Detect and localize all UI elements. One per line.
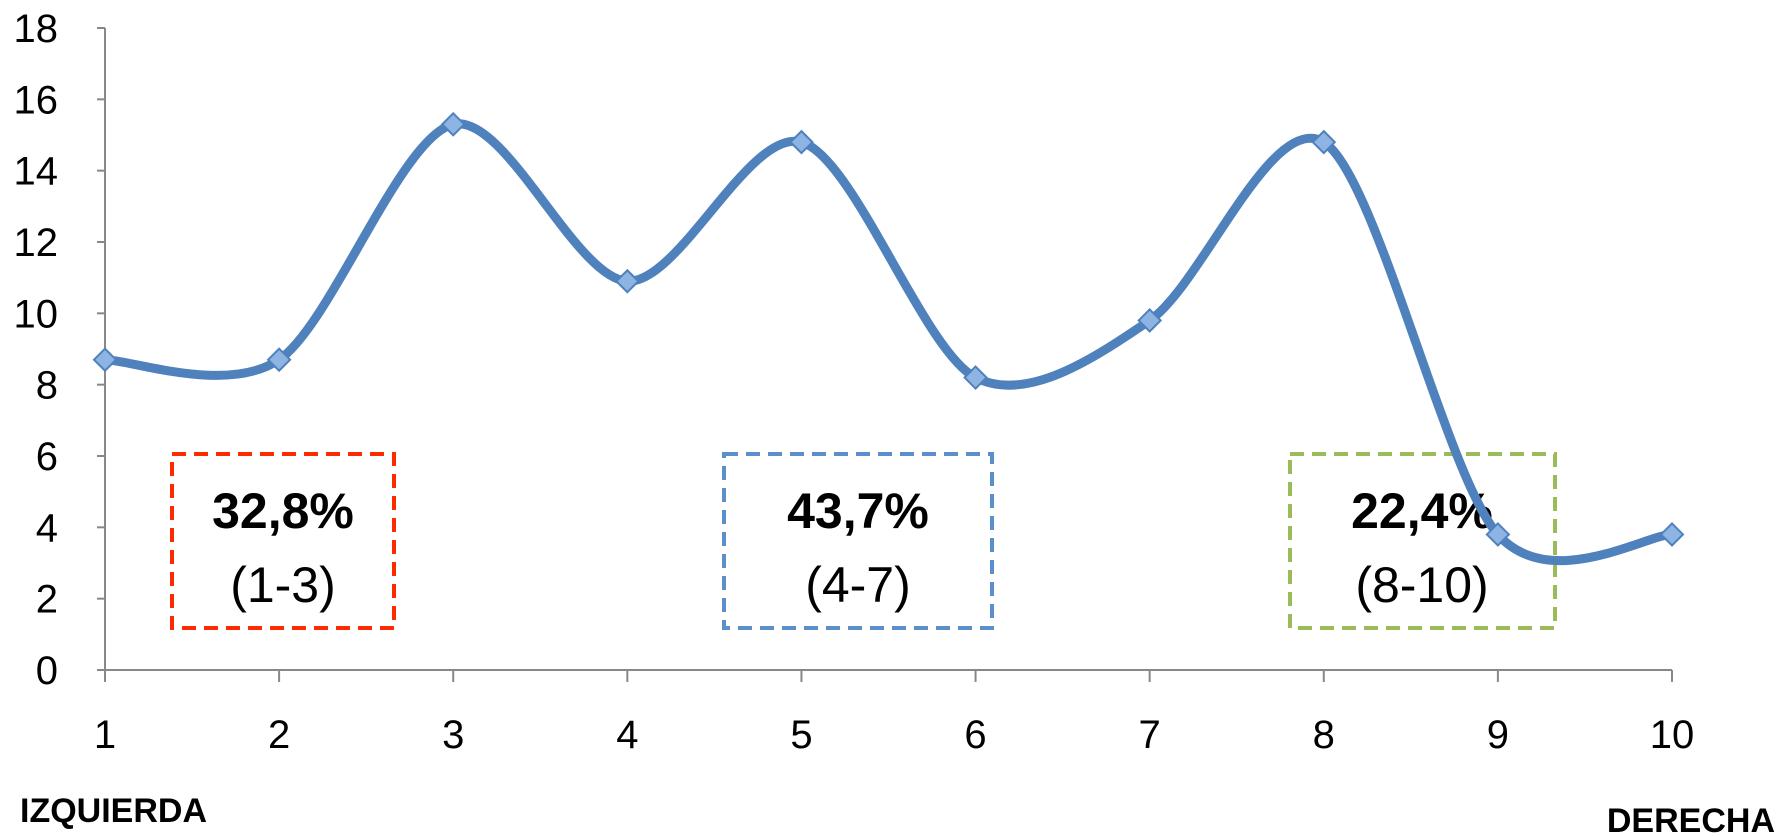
annotation-percent-4-7: 43,7% <box>787 483 929 539</box>
data-point-marker <box>92 347 118 373</box>
data-point-marker <box>614 268 640 294</box>
y-tick-label: 8 <box>36 364 58 408</box>
right-end-label: DERECHA <box>1607 802 1775 836</box>
annotation-range-1-3: (1-3) <box>230 557 336 613</box>
y-tick-label: 12 <box>14 221 59 265</box>
data-point-marker <box>1311 129 1337 155</box>
annotation-box-1-3 <box>170 452 396 630</box>
x-tick-label: 3 <box>442 713 464 757</box>
left-end-label: IZQUIERDA <box>20 792 207 830</box>
y-tick-label: 6 <box>36 435 58 479</box>
series-line <box>100 119 1677 566</box>
series-markers <box>92 111 1685 547</box>
annotation-box-8-10 <box>1288 452 1557 630</box>
data-point-marker <box>963 365 988 390</box>
y-tick-labels: 0 2 4 6 8 10 12 14 16 18 <box>14 7 59 693</box>
data-point-marker <box>1659 522 1685 547</box>
y-tick-label: 16 <box>14 78 59 122</box>
y-tick-label: 4 <box>36 506 58 550</box>
x-tick-label: 1 <box>94 713 116 757</box>
x-tick-label: 6 <box>964 713 986 757</box>
x-tick-label: 7 <box>1139 713 1161 757</box>
y-tick-label: 2 <box>36 578 58 622</box>
annotation-range-4-7: (4-7) <box>805 557 911 613</box>
annotation-percent-1-3: 32,8% <box>212 483 354 539</box>
annotation-boxes: 32,8% (1-3) 43,7% (4-7) 22,4% (8-10) <box>170 452 1557 630</box>
y-tick-label: 10 <box>14 292 59 336</box>
data-point-marker <box>440 111 466 137</box>
x-tick-label: 9 <box>1487 713 1509 757</box>
data-point-marker <box>1485 522 1511 547</box>
x-tick-label: 10 <box>1650 713 1695 757</box>
data-point-marker <box>1137 308 1163 333</box>
y-tick-label: 14 <box>14 150 59 194</box>
data-point-marker <box>266 347 292 373</box>
y-tick-label: 0 <box>36 649 58 693</box>
x-tick-labels: 1 2 3 4 5 6 7 8 9 10 <box>94 713 1694 757</box>
data-point-marker <box>789 129 814 155</box>
annotation-box-4-7 <box>722 452 994 630</box>
x-tick-label: 4 <box>616 713 638 757</box>
x-tick-label: 5 <box>790 713 812 757</box>
series-group <box>92 111 1685 566</box>
annotation-range-8-10: (8-10) <box>1355 557 1488 613</box>
x-tick-label: 8 <box>1313 713 1335 757</box>
x-tick-label: 2 <box>268 713 290 757</box>
y-tick-label: 18 <box>14 7 59 51</box>
